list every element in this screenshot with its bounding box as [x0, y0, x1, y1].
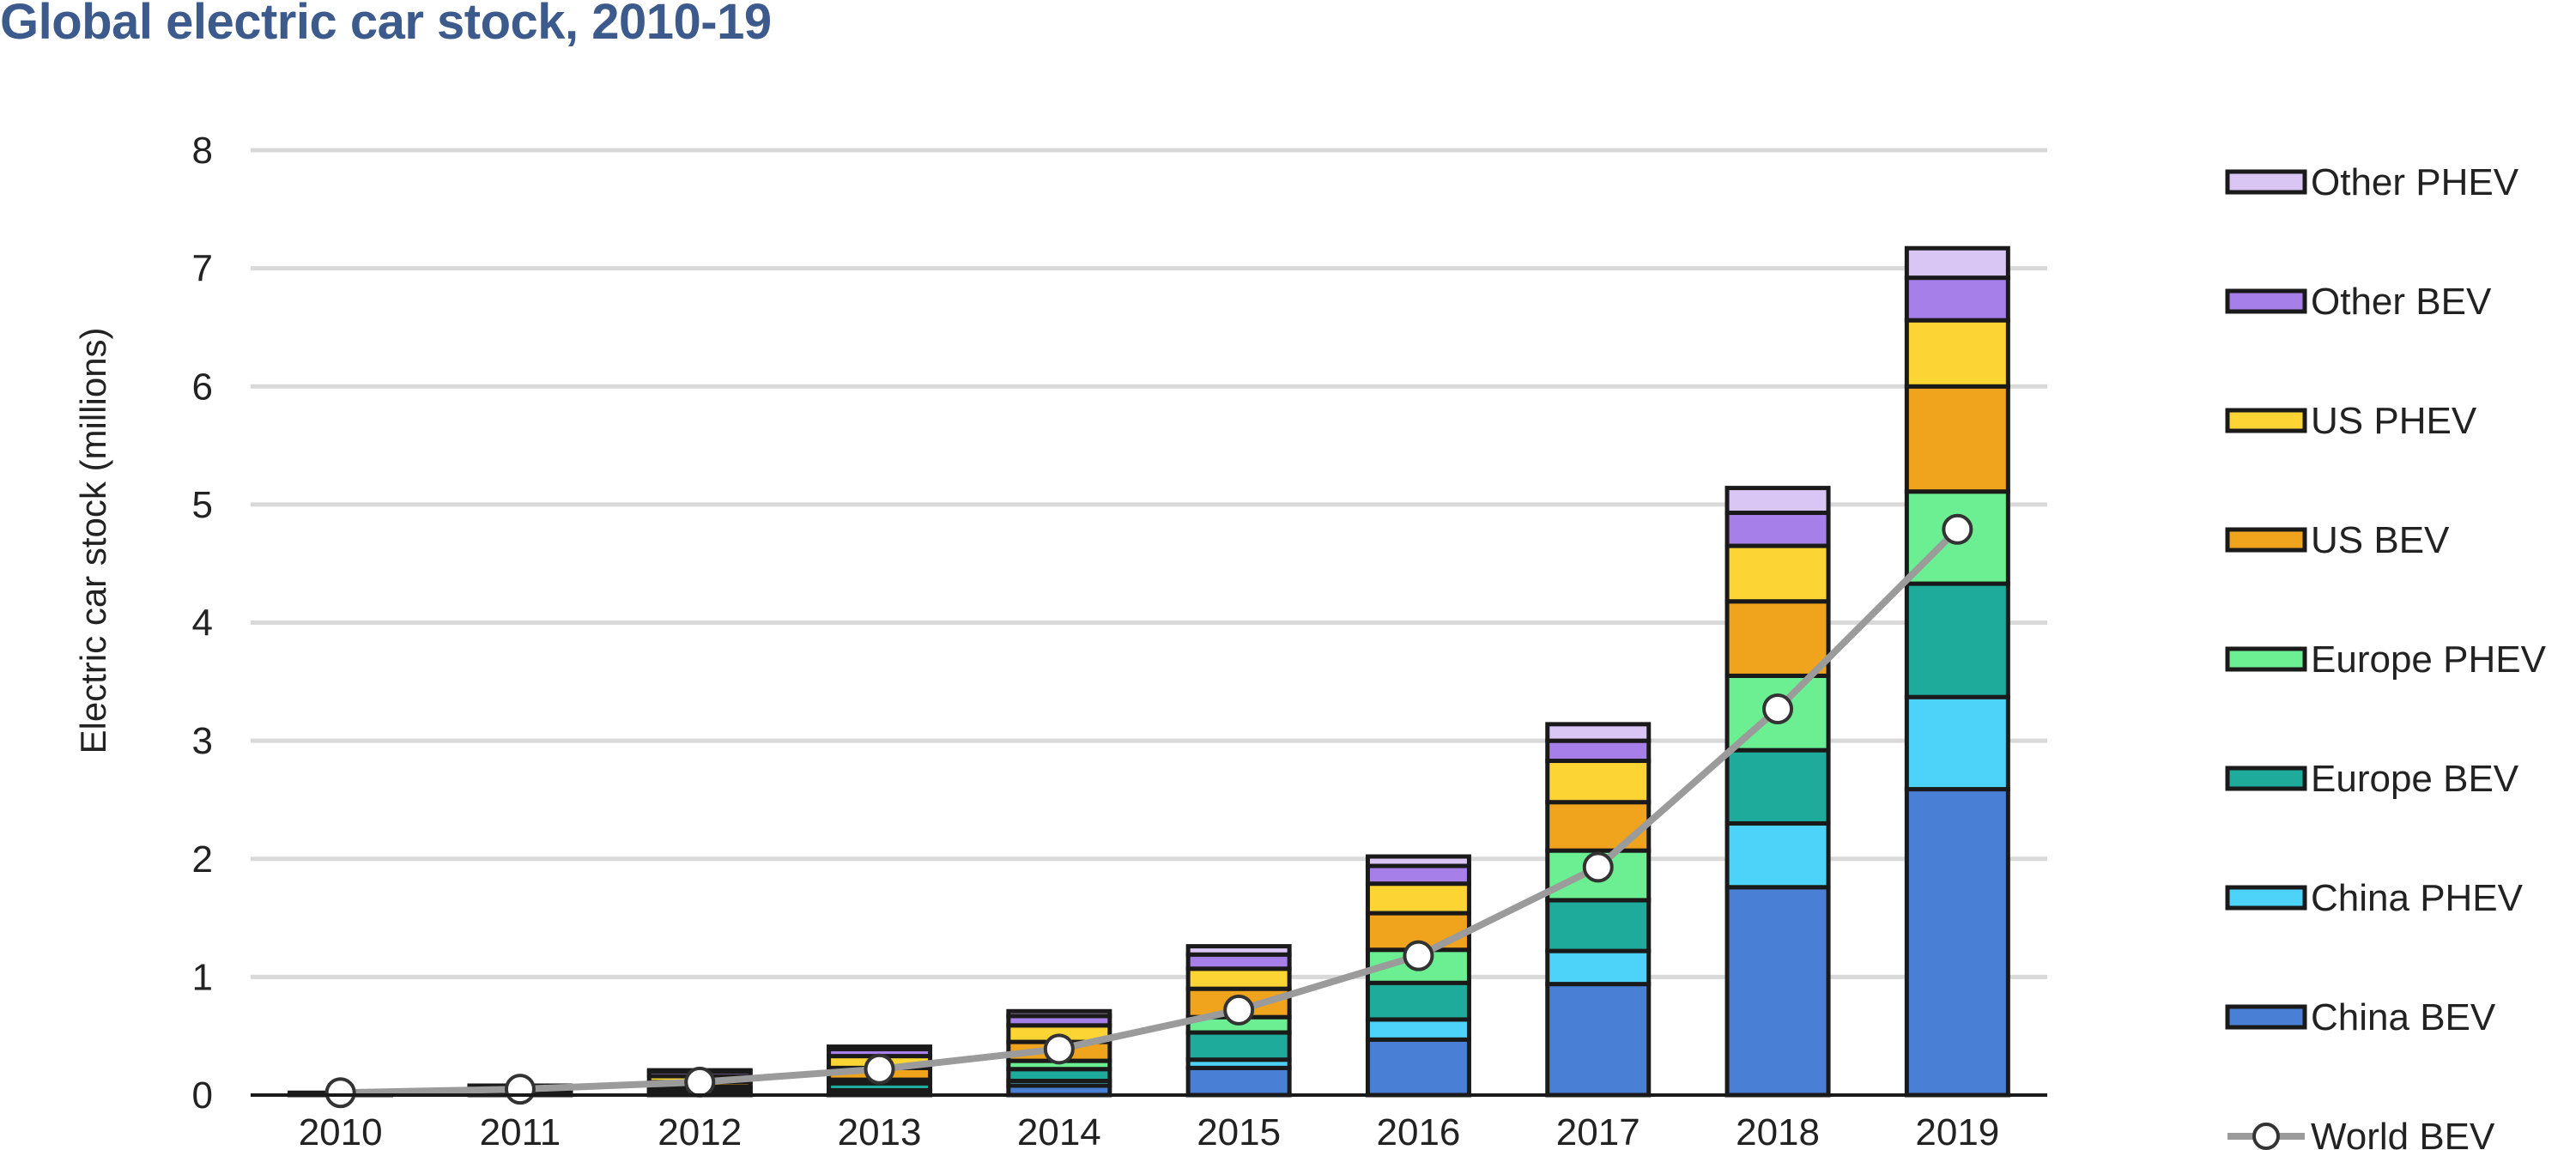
legend-swatch	[2225, 527, 2307, 553]
world-bev-line	[324, 513, 1973, 1109]
bar-segment	[1185, 966, 1292, 991]
legend-label: China BEV	[2311, 996, 2496, 1038]
legend-swatch	[2225, 885, 2307, 911]
x-tick-label: 2012	[658, 1111, 742, 1150]
y-tick-label: 1	[192, 956, 213, 998]
x-tick-label: 2018	[1736, 1111, 1820, 1150]
legend-label: Europe PHEV	[2311, 639, 2547, 681]
bar-segment	[1006, 1008, 1112, 1019]
world-bev-marker	[324, 1077, 356, 1109]
legend-line-marker	[2252, 1123, 2280, 1150]
bar-segment	[827, 1044, 933, 1051]
bar-segment	[1904, 384, 2010, 494]
bar-segment	[1904, 275, 2010, 323]
y-tick-label: 6	[192, 366, 213, 408]
bar-segment	[1904, 694, 2010, 792]
bar-segment	[1904, 581, 2010, 699]
y-tick-label: 0	[192, 1074, 213, 1117]
y-tick-label: 3	[192, 720, 213, 762]
legend-label: US PHEV	[2311, 400, 2477, 442]
legend-swatch	[2225, 646, 2307, 672]
stacked-bars	[288, 245, 2010, 1098]
world-bev-marker	[1942, 513, 1973, 545]
bar-segment	[1545, 759, 1652, 805]
legend-swatch	[2225, 169, 2307, 195]
x-tick-label: 2019	[1915, 1111, 1999, 1150]
gridlines	[251, 148, 2047, 979]
x-tick-label: 2017	[1556, 1111, 1640, 1150]
bar-segment	[1185, 944, 1292, 957]
legend-label: Europe BEV	[2311, 758, 2519, 800]
bar-segment	[1545, 898, 1652, 953]
world-bev-marker	[864, 1053, 895, 1085]
bar-segment	[1365, 980, 1471, 1022]
x-tick-label: 2013	[838, 1111, 922, 1150]
world-bev-marker	[1043, 1033, 1075, 1065]
bar-segment	[1724, 748, 1831, 826]
bar-segment	[1904, 245, 2010, 281]
x-tick-label: 2011	[480, 1111, 561, 1150]
y-tick-label: 4	[192, 602, 213, 645]
bar-segment	[1365, 863, 1471, 887]
y-tick-label: 8	[192, 130, 213, 172]
bar-segment	[1724, 543, 1831, 604]
bar-segment	[1724, 599, 1831, 678]
bar-segment	[1365, 1037, 1471, 1098]
bar-segment	[1365, 854, 1471, 869]
world-bev-marker	[684, 1066, 716, 1098]
chart-title: Global electric car stock, 2010-19	[0, 0, 772, 50]
legend-label: US BEV	[2311, 519, 2450, 561]
legend-swatch	[2225, 1004, 2307, 1030]
bar-segment	[1904, 787, 2010, 1098]
bar-segment	[1365, 1017, 1471, 1042]
y-tick-label: 7	[192, 248, 213, 290]
x-tick-label: 2016	[1377, 1111, 1461, 1150]
legend-swatch	[2225, 766, 2307, 791]
axes: 0 1 2 3 4 5 6 7 8 2010 2011 2012 2013 2014 2015 2016 201…	[192, 130, 2047, 1150]
world-bev-marker	[1582, 851, 1614, 883]
y-axis-label: Electric car stock (millions)	[73, 327, 113, 754]
legend-label: Other BEV	[2311, 281, 2492, 323]
x-tick-label: 2015	[1197, 1111, 1281, 1150]
legend-label: China PHEV	[2311, 877, 2524, 919]
bar-segment	[1724, 820, 1831, 890]
legend-label: World BEV	[2311, 1116, 2495, 1150]
bar-segment	[1185, 1065, 1292, 1098]
bar-segment	[1904, 318, 2010, 389]
world-bev-line-path	[340, 526, 1961, 1097]
bar-segment	[1545, 800, 1652, 853]
y-tick-label: 2	[192, 838, 213, 881]
bar-segment	[1545, 722, 1652, 743]
bar-segment	[1185, 1030, 1292, 1062]
y-tick-label: 5	[192, 484, 213, 526]
bar-segment	[1724, 511, 1831, 548]
bar-segment	[1545, 738, 1652, 764]
legend-swatch	[2225, 408, 2307, 433]
x-tick-label: 2010	[299, 1111, 383, 1150]
legend-swatch	[2225, 288, 2307, 314]
world-bev-marker	[504, 1074, 536, 1105]
bar-segment	[1545, 948, 1652, 987]
legend: Other PHEV Other BEV US PHEV US BEV Europe P…	[2225, 161, 2547, 1150]
bar-segment	[1724, 486, 1831, 516]
legend-label: Other PHEV	[2311, 161, 2519, 203]
world-bev-marker	[1403, 940, 1434, 971]
world-bev-marker	[1762, 693, 1794, 724]
bar-segment	[1724, 885, 1831, 1098]
bar-segment	[1365, 881, 1471, 916]
bar-segment	[1545, 982, 1652, 1098]
x-tick-label: 2014	[1017, 1111, 1101, 1150]
world-bev-marker	[1223, 994, 1255, 1026]
